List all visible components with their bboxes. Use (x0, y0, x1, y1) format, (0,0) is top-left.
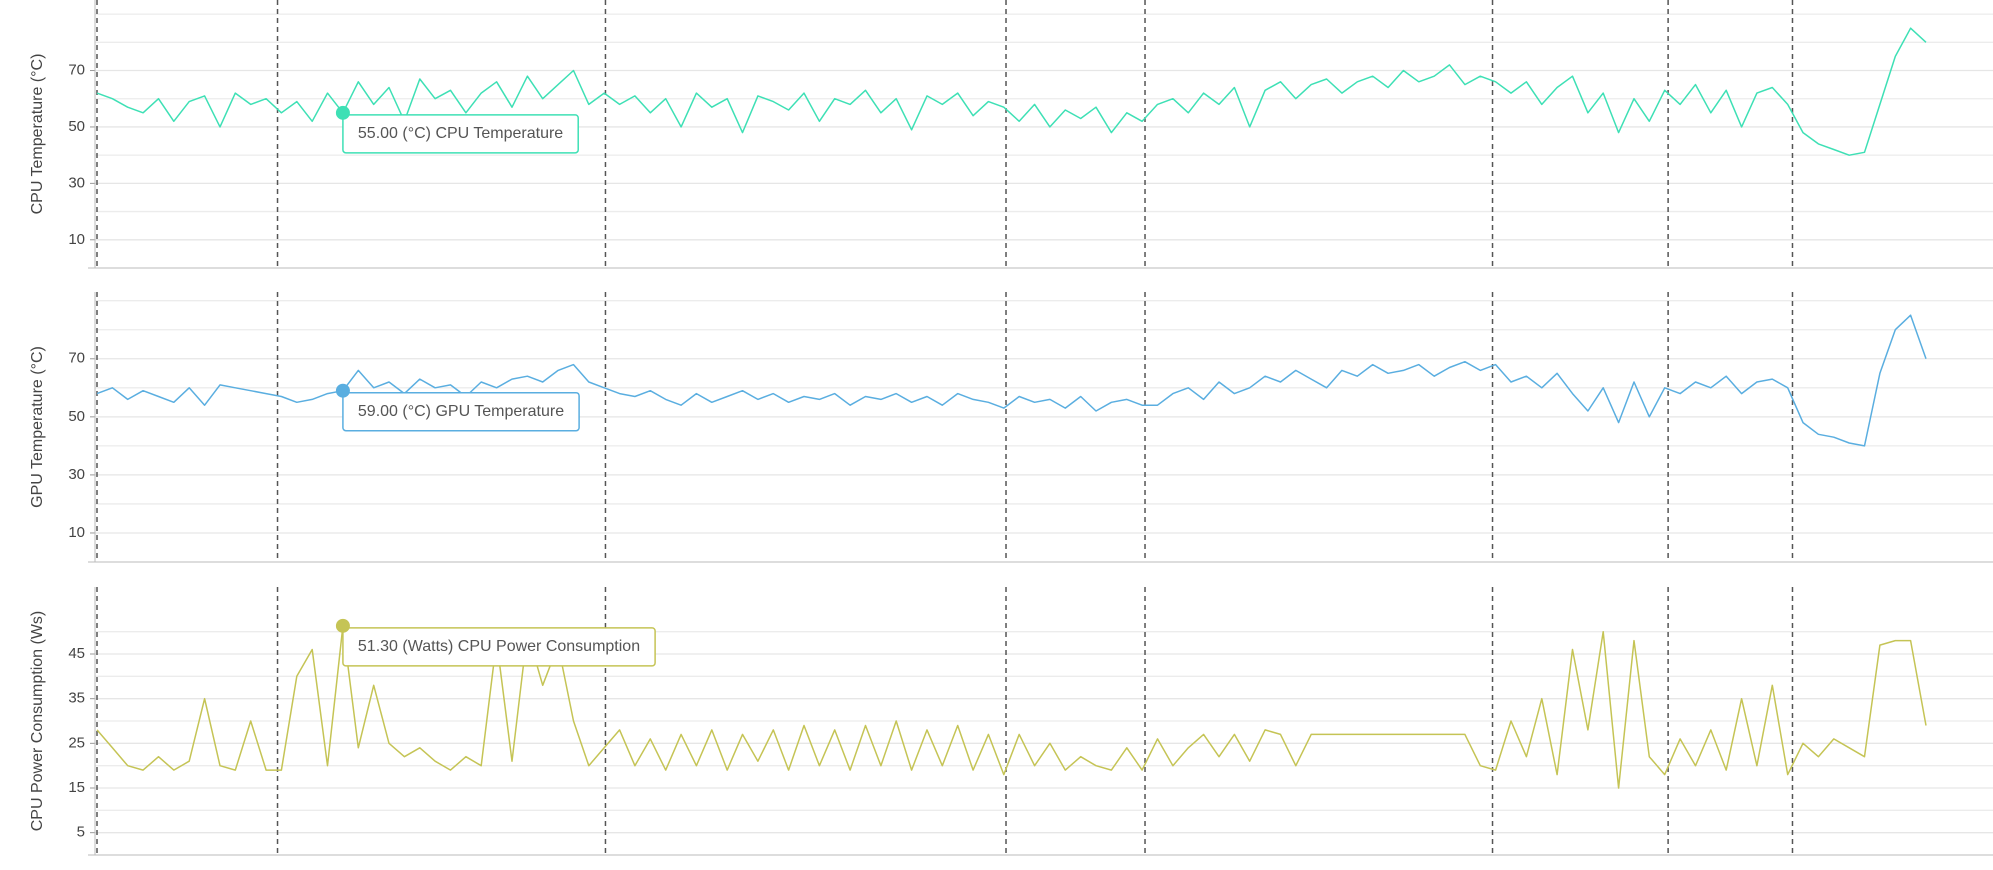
tooltip-box (342, 114, 579, 154)
tooltip: 51.30 (Watts) CPU Power Consumption (342, 627, 656, 667)
tooltip-text: 51.30 (Watts) CPU Power Consumption (358, 638, 640, 655)
y-tick-label: 30 (68, 174, 85, 191)
y-tick-label: 70 (68, 350, 85, 367)
y-tick-label: 45 (68, 645, 85, 662)
data-line (96, 625, 1927, 789)
tooltip: 55.00 (°C) CPU Temperature (342, 114, 579, 154)
hover-point (335, 618, 350, 633)
y-tick-label: 25 (68, 734, 85, 751)
y-tick-label: 50 (68, 118, 85, 135)
data-line (96, 314, 1927, 447)
tooltip-text: 59.00 (°C) GPU Temperature (358, 403, 564, 420)
y-tick-label: 10 (68, 231, 85, 248)
y-axis-label: CPU Temperature (°C) (29, 54, 46, 215)
tooltip-box (342, 391, 580, 432)
y-axis-label: CPU Power Consumption (Ws) (29, 611, 46, 832)
tooltip-box (342, 627, 656, 667)
y-tick-label: 70 (68, 61, 85, 78)
y-tick-label: 30 (68, 466, 85, 483)
y-axis-label: GPU Temperature (°C) (29, 346, 46, 508)
y-tick-label: 35 (68, 690, 85, 707)
hover-point (335, 105, 350, 120)
y-tick-label: 5 (77, 824, 85, 841)
y-tick-label: 15 (68, 779, 85, 796)
y-tick-label: 10 (68, 524, 85, 541)
y-tick-label: 50 (68, 408, 85, 425)
tooltip-text: 55.00 (°C) CPU Temperature (358, 125, 563, 142)
tooltip: 59.00 (°C) GPU Temperature (342, 391, 580, 432)
hover-point (335, 383, 350, 398)
